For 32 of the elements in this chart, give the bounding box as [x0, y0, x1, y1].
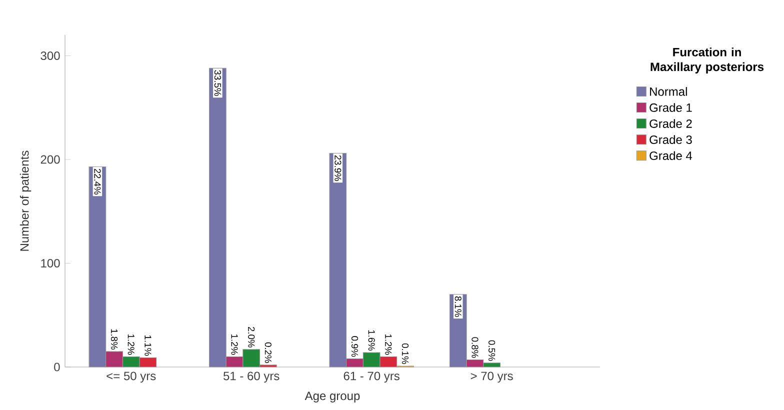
y-tick-label: 200: [40, 155, 60, 164]
annotation: 1.2%: [128, 334, 134, 355]
y-tick-label: 300: [40, 51, 60, 60]
legend-label: Normal: [650, 87, 687, 96]
legend-title: Furcation in Maxillary posteriors: [650, 48, 764, 74]
annotation: 1.1%: [144, 336, 152, 356]
annotation: 0.2%: [264, 342, 272, 363]
annotation: 0.9%: [351, 336, 358, 357]
annotation: 1.6%: [368, 330, 375, 351]
legend-label: Grade 2: [650, 119, 692, 128]
annotation: 1.8%: [111, 329, 118, 350]
annotation: 2.0%: [248, 326, 255, 348]
x-tick-label: 61 - 70 yrs: [344, 372, 400, 383]
annotation: 1.2%: [385, 334, 392, 355]
annotation: 8.1%: [454, 296, 462, 317]
x-tick-label: 51 - 60 yrs: [223, 372, 280, 383]
y-axis-title: Number of patients: [20, 150, 32, 251]
annotation: 0.5%: [488, 340, 496, 361]
annotation: 0.1%: [402, 343, 409, 364]
legend-label: Grade 4: [650, 151, 692, 160]
legend-label: Grade 1: [650, 103, 692, 112]
legend-label: Grade 3: [650, 135, 692, 144]
x-tick-label: > 70 yrs: [470, 372, 513, 383]
annotation: 22.4%: [94, 168, 101, 194]
annotation: 1.2%: [231, 334, 238, 355]
annotation: 0.8%: [472, 337, 478, 358]
y-tick-label: 100: [41, 258, 60, 268]
y-tick-label: 0: [54, 362, 60, 372]
annotation: 33.5%: [214, 70, 221, 96]
x-tick-label: <= 50 yrs: [106, 372, 156, 383]
x-axis-title: Age group: [304, 392, 360, 402]
annotation: 23.9%: [334, 155, 342, 181]
